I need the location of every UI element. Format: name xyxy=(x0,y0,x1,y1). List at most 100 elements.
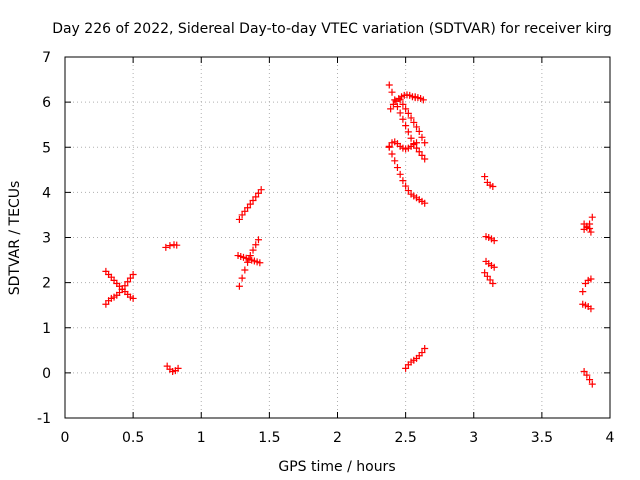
series-arc21 xyxy=(579,275,595,296)
series-arc17 xyxy=(482,257,498,271)
series-arc4 xyxy=(163,362,182,376)
data-point xyxy=(256,259,264,267)
series-arc2 xyxy=(102,271,137,308)
y-tick-label: 2 xyxy=(42,276,51,292)
y-tick-label: 7 xyxy=(42,50,51,66)
data-point xyxy=(393,164,401,172)
data-point xyxy=(246,200,254,208)
series-arc18 xyxy=(481,269,497,288)
data-point xyxy=(415,148,423,156)
data-point xyxy=(421,155,429,163)
data-point xyxy=(404,128,412,136)
data-point xyxy=(118,285,126,293)
series-arc12 xyxy=(385,138,421,153)
grid xyxy=(65,57,610,418)
data-point xyxy=(396,109,404,117)
data-point xyxy=(404,109,412,117)
data-point xyxy=(418,133,426,141)
data-point xyxy=(387,105,395,113)
data-point xyxy=(388,150,396,158)
data-point xyxy=(385,81,393,89)
x-tick-label: 1.5 xyxy=(258,430,280,446)
data-point xyxy=(410,118,418,126)
data-point xyxy=(162,243,170,251)
data-point xyxy=(402,182,410,190)
x-tick-label: 2 xyxy=(333,430,342,446)
axis-ticks xyxy=(64,56,611,419)
data-point xyxy=(489,183,497,191)
series-arc20 xyxy=(580,220,595,236)
tick-labels: 0 0.5 1 1.5 2 2.5 3 3.5 4 -1 0 1 2 3 4 5 6 7 xyxy=(37,50,615,446)
data-point xyxy=(490,237,498,245)
data-point xyxy=(391,157,399,165)
data-point xyxy=(399,115,407,123)
data-point xyxy=(587,275,595,283)
data-point xyxy=(385,143,393,151)
series-arc14 xyxy=(402,345,429,372)
data-point xyxy=(481,173,489,181)
series-arc15 xyxy=(481,173,497,191)
data-point xyxy=(415,127,423,135)
data-point xyxy=(402,364,410,372)
series-arc1 xyxy=(102,267,137,302)
data-point xyxy=(126,274,134,282)
data-point xyxy=(252,193,260,201)
series-arc19 xyxy=(580,213,596,233)
data-point xyxy=(238,211,246,219)
y-tick-label: 4 xyxy=(42,185,51,201)
x-tick-label: 4 xyxy=(606,430,615,446)
data-points xyxy=(102,81,596,388)
data-point xyxy=(241,207,249,215)
x-tick-label: 1 xyxy=(197,430,206,446)
data-point xyxy=(418,349,426,357)
data-point xyxy=(421,139,429,147)
data-point xyxy=(580,368,588,376)
data-point xyxy=(404,187,412,195)
data-point xyxy=(249,246,257,254)
data-point xyxy=(399,100,407,108)
y-tick-label: 0 xyxy=(42,366,51,382)
data-point xyxy=(588,380,596,388)
x-tick-label: 0 xyxy=(61,430,70,446)
data-point xyxy=(102,300,110,308)
data-point xyxy=(413,123,421,131)
data-point xyxy=(407,114,415,122)
y-tick-label: 6 xyxy=(42,95,51,111)
data-point xyxy=(407,134,415,142)
data-point xyxy=(587,228,595,236)
data-point xyxy=(486,276,494,284)
series-arc23 xyxy=(580,368,596,388)
x-tick-label: 3 xyxy=(469,430,478,446)
data-point xyxy=(388,88,396,96)
data-point xyxy=(254,189,262,197)
data-point xyxy=(393,103,401,111)
data-point xyxy=(483,272,491,280)
data-point xyxy=(421,199,429,207)
data-point xyxy=(246,252,254,260)
data-point xyxy=(238,274,246,282)
data-point xyxy=(252,241,260,249)
series-arc11 xyxy=(396,96,429,147)
data-point xyxy=(235,282,243,290)
y-tick-label: 5 xyxy=(42,140,51,156)
data-point xyxy=(121,282,129,290)
y-tick-label: 1 xyxy=(42,321,51,337)
data-point xyxy=(588,213,596,221)
series-arc9 xyxy=(387,91,419,113)
data-point xyxy=(402,105,410,113)
data-point xyxy=(586,376,594,384)
data-point xyxy=(402,122,410,130)
data-point xyxy=(173,241,181,249)
series-arc3 xyxy=(162,241,181,251)
series-arc6 xyxy=(234,252,264,267)
data-point xyxy=(254,236,262,244)
data-point xyxy=(129,271,137,279)
x-axis-label: GPS time / hours xyxy=(278,459,395,475)
data-point xyxy=(413,139,421,147)
x-tick-label: 0.5 xyxy=(122,430,144,446)
data-point xyxy=(174,364,182,372)
data-point xyxy=(421,345,429,353)
data-point xyxy=(166,242,174,250)
data-point xyxy=(579,288,587,296)
